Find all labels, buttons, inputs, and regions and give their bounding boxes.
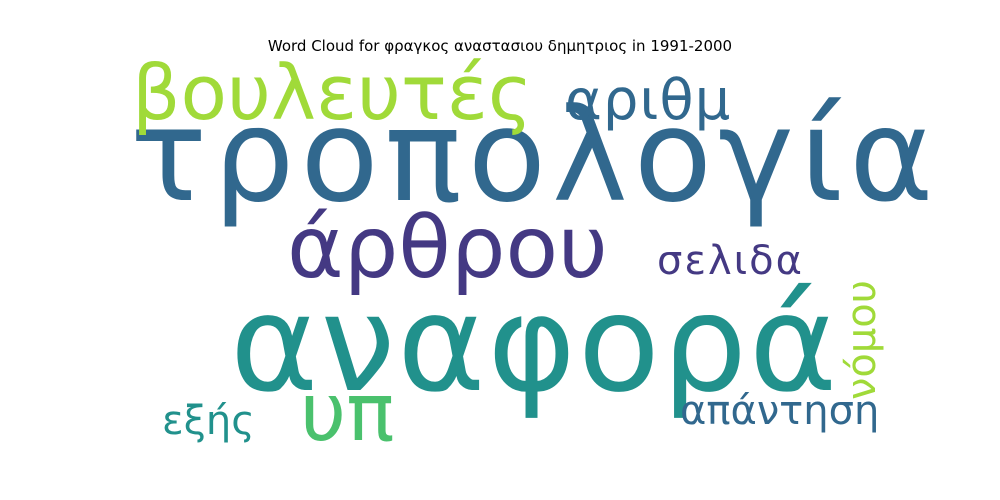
chart-title: Word Cloud for φραγκος αναστασιου δημητρ… (267, 37, 733, 55)
word-exis: εξής (162, 398, 255, 444)
word-cloud: τροπολογία αναφορά άρθρου βουλευτές αριθ… (122, 48, 934, 453)
word-up: υπ (300, 366, 395, 459)
word-anafora: αναφορά (230, 266, 840, 422)
word-tropologia: τροπολογία (130, 82, 940, 231)
word-vouleutes: βουλευτές (132, 48, 533, 137)
word-selida: σελιδα (657, 238, 805, 284)
word-apantisi: απάντηση (680, 388, 880, 434)
word-nomou: νόμου (839, 280, 885, 400)
word-arthrou: άρθρου (287, 198, 608, 298)
word-arithm: αριθμ (565, 68, 732, 133)
